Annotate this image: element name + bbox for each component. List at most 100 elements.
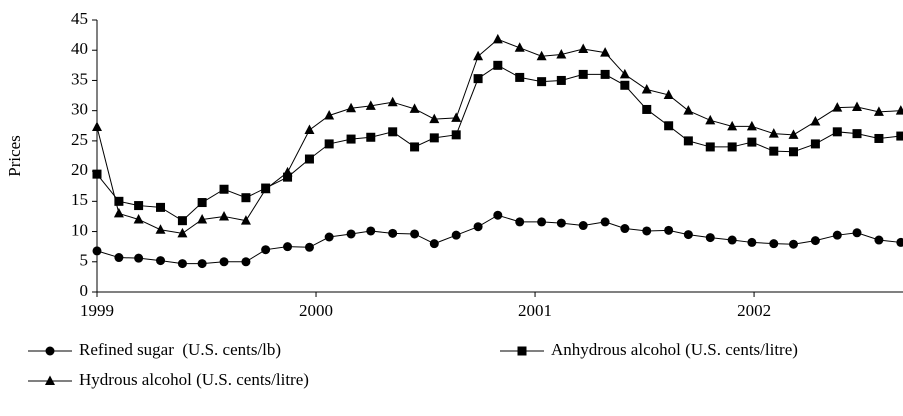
data-point (852, 129, 862, 139)
data-point (283, 172, 293, 182)
data-point (388, 127, 398, 137)
data-point (282, 166, 293, 177)
data-point (620, 224, 630, 234)
data-point (155, 224, 166, 234)
legend-marker (45, 346, 55, 356)
data-point (219, 257, 229, 267)
data-point (578, 69, 588, 79)
data-point (493, 60, 503, 70)
data-point (515, 217, 525, 227)
data-point (747, 137, 757, 147)
data-point (241, 193, 251, 203)
series-line (96, 214, 901, 265)
data-point (788, 147, 798, 157)
data-point (788, 129, 799, 139)
data-point (92, 121, 102, 131)
data-point (92, 169, 102, 179)
data-point (832, 230, 842, 240)
data-point (536, 50, 547, 61)
data-point (705, 142, 715, 152)
data-point (895, 105, 903, 115)
data-point (134, 201, 144, 211)
data-point (896, 237, 903, 247)
data-point (387, 96, 398, 107)
data-point (746, 120, 757, 131)
data-point (409, 103, 420, 113)
data-point (873, 106, 884, 116)
y-tick-label: 30 (71, 100, 88, 119)
data-point (810, 116, 821, 126)
data-point (663, 89, 674, 99)
data-point (177, 259, 187, 269)
legend-marker (517, 346, 527, 356)
data-point (642, 226, 652, 236)
y-axis-label: Prices (5, 135, 24, 177)
data-point (410, 229, 420, 239)
data-point (727, 120, 738, 131)
data-point (197, 198, 207, 208)
data-point (324, 110, 335, 120)
data-point (619, 68, 630, 79)
data-point (156, 202, 166, 212)
data-point (134, 253, 144, 263)
data-point (537, 77, 547, 87)
data-point (747, 237, 757, 247)
data-point (324, 139, 334, 149)
data-point (556, 218, 566, 228)
data-point (346, 102, 357, 113)
y-tick-label: 40 (71, 39, 88, 58)
data-point (810, 236, 820, 246)
data-point (642, 104, 652, 114)
data-point (578, 221, 588, 231)
data-point (473, 50, 484, 61)
data-point (600, 217, 610, 227)
data-point (537, 217, 547, 227)
data-point (769, 146, 779, 156)
x-tick-label: 2001 (518, 301, 552, 320)
y-tick-label: 25 (71, 130, 88, 149)
data-point (705, 114, 716, 125)
x-tick-label: 1999 (80, 301, 114, 320)
data-point (578, 43, 589, 54)
data-point (261, 245, 271, 255)
data-point (683, 136, 693, 146)
data-point (473, 74, 483, 84)
data-point (451, 130, 461, 140)
data-point (346, 134, 356, 144)
data-point (177, 216, 187, 226)
data-point (664, 121, 674, 131)
data-point (219, 210, 230, 221)
data-point (874, 133, 884, 143)
data-point (197, 259, 207, 269)
data-point (556, 75, 566, 85)
data-point (832, 102, 843, 112)
data-point (600, 69, 610, 79)
data-point (832, 127, 842, 137)
data-point (304, 124, 315, 135)
data-point (515, 72, 525, 82)
legend-label: Anhydrous alcohol (U.S. cents/litre) (551, 340, 798, 359)
data-point (410, 142, 420, 152)
data-point (133, 213, 144, 224)
y-tick-label: 5 (80, 251, 89, 270)
data-point (727, 142, 737, 152)
series-line (96, 64, 901, 222)
data-point (241, 257, 251, 267)
data-point (114, 253, 124, 263)
data-point (283, 242, 293, 252)
data-point (366, 226, 376, 236)
y-tick-label: 35 (71, 69, 88, 88)
data-point (304, 154, 314, 164)
data-point (429, 113, 440, 124)
data-point (429, 133, 439, 143)
data-point (492, 33, 503, 44)
data-point (324, 232, 334, 242)
data-point (683, 105, 694, 115)
x-tick-label: 2002 (737, 301, 771, 320)
data-point (219, 184, 229, 194)
data-point (451, 112, 462, 122)
data-point (113, 207, 124, 218)
data-point (451, 230, 461, 240)
data-point (641, 84, 652, 94)
